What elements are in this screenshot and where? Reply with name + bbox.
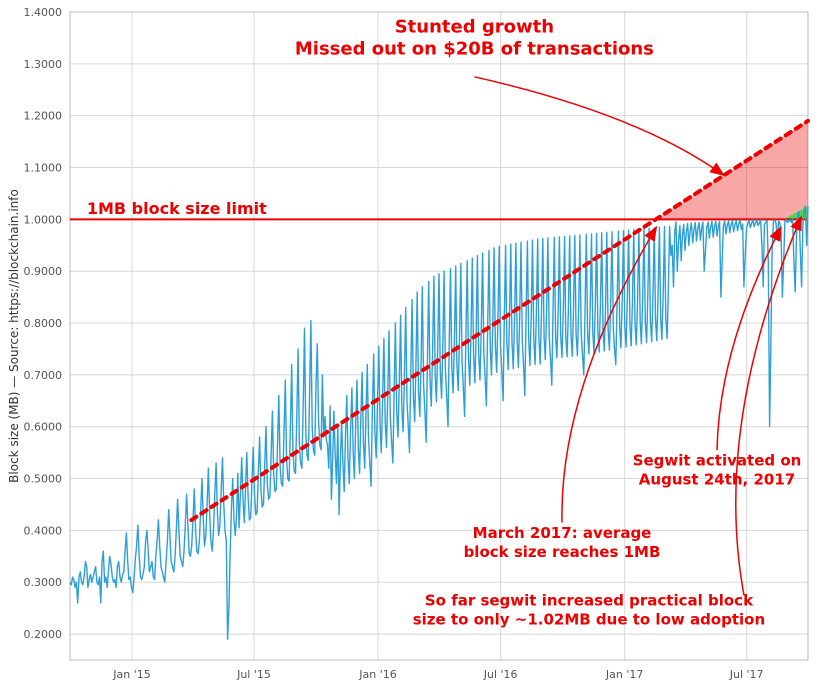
x-tick-label: Jul '17 bbox=[729, 668, 764, 681]
x-tick-label: Jan '17 bbox=[605, 668, 643, 681]
annotation-limit_label: 1MB block size limit bbox=[87, 199, 267, 218]
y-tick-label: 1.0000 bbox=[24, 213, 63, 226]
y-tick-label: 1.1000 bbox=[24, 162, 63, 175]
y-tick-label: 0.6000 bbox=[24, 421, 63, 434]
y-tick-label: 1.2000 bbox=[24, 110, 63, 123]
x-tick-label: Jul '16 bbox=[483, 668, 518, 681]
y-tick-label: 1.3000 bbox=[24, 58, 63, 71]
y-tick-label: 0.7000 bbox=[24, 369, 63, 382]
y-axis-label: Block size (MB) — Source: https://blockc… bbox=[7, 189, 21, 483]
annotation-march_label: March 2017: averageblock size reaches 1M… bbox=[464, 524, 661, 561]
y-tick-label: 0.3000 bbox=[24, 576, 63, 589]
chart-container: 0.2000 0.3000 0.4000 0.5000 0.6000 0.7000 0.80… bbox=[0, 0, 822, 700]
y-tick-label: 0.5000 bbox=[24, 473, 63, 486]
x-tick-label: Jan '16 bbox=[358, 668, 396, 681]
x-tick-label: Jan '15 bbox=[112, 668, 150, 681]
y-tick-label: 0.8000 bbox=[24, 317, 63, 330]
y-tick-label: 1.4000 bbox=[24, 6, 63, 19]
x-tick-label: Jul '15 bbox=[236, 668, 271, 681]
y-tick-label: 0.2000 bbox=[24, 628, 63, 641]
annotation-segwit_label: Segwit activated onAugust 24th, 2017 bbox=[633, 452, 802, 489]
y-tick-label: 0.9000 bbox=[24, 265, 63, 278]
y-tick-label: 0.4000 bbox=[24, 524, 63, 537]
annotation-sofar_label: So far segwit increased practical blocks… bbox=[413, 592, 765, 629]
blocksize-chart: 0.2000 0.3000 0.4000 0.5000 0.6000 0.7000 0.80… bbox=[0, 0, 822, 700]
